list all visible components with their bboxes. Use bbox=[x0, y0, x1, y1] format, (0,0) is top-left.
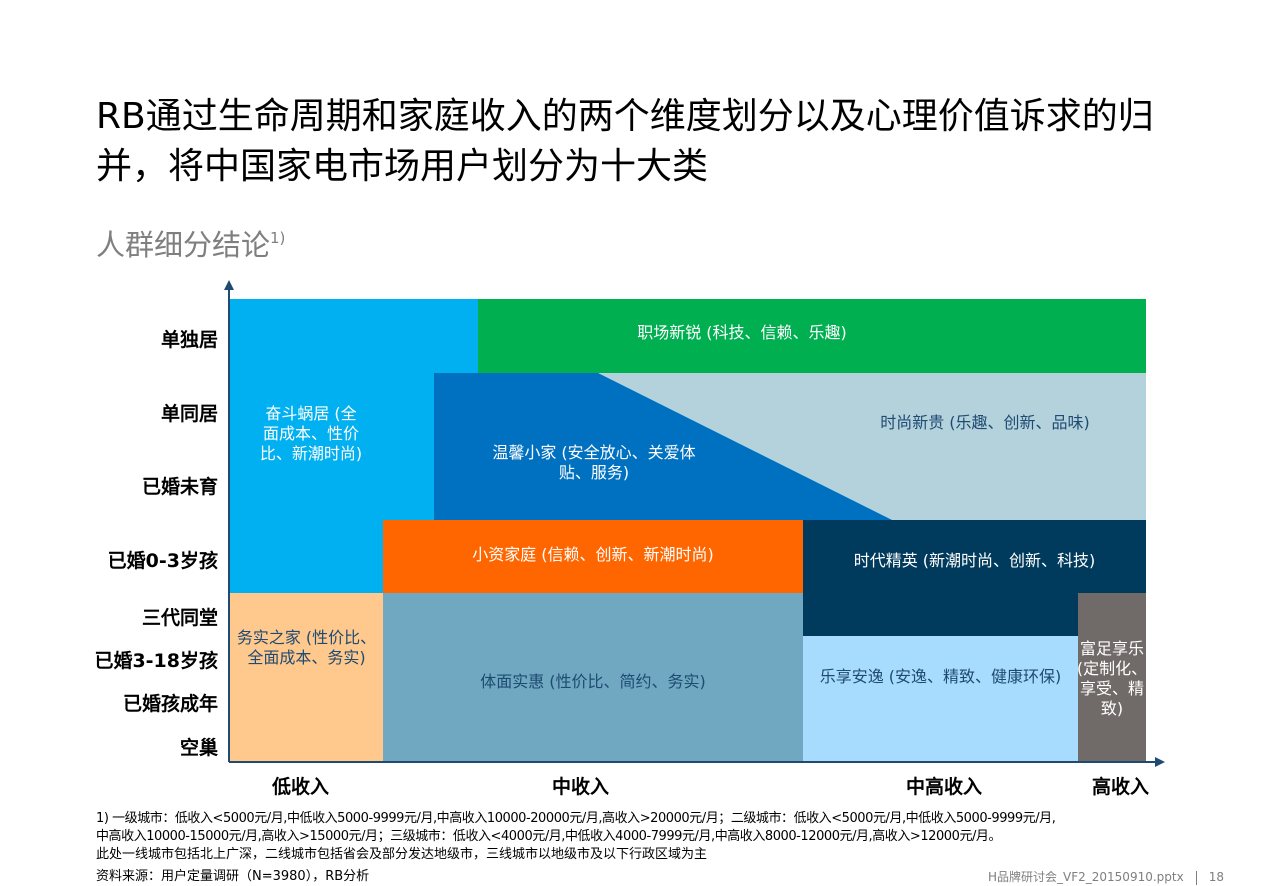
label-wushi-line: 务实之家 (性价比、 bbox=[236, 628, 377, 647]
y-label-0-3: 已婚0-3岁孩 bbox=[107, 550, 218, 572]
page-subtitle: 人群细分结论1) bbox=[96, 222, 285, 264]
page-info: H品牌研讨会_VF2_20150910.pptx 18 bbox=[988, 868, 1224, 885]
page-number: 18 bbox=[1208, 870, 1224, 884]
footnote-line: 中高收入10000-15000元/月,高收入>15000元/月；三级城市：低收入… bbox=[96, 829, 1002, 844]
y-label-weiyu: 已婚未育 bbox=[141, 476, 218, 498]
segment-fuzu bbox=[1078, 593, 1146, 762]
label-fuzu-line: 享受、精 bbox=[1079, 679, 1144, 698]
page-title: RB通过生命周期和家庭收入的两个维度划分以及心理价值诉求的归并，将中国家电市场用… bbox=[96, 96, 1154, 187]
label-zhichang: 职场新锐 (科技、信赖、乐趣) bbox=[637, 323, 847, 342]
y-label-sandai: 三代同堂 bbox=[141, 607, 218, 629]
subtitle-text: 人群细分结论 bbox=[96, 228, 271, 262]
y-label-chengnian: 已婚孩成年 bbox=[122, 693, 218, 715]
label-wenxin-line: 温馨小家 (安全放心、关爱体 bbox=[492, 443, 696, 462]
segment-lexiang bbox=[803, 636, 1078, 762]
label-wushi: 务实之家 (性价比、 全面成本、务实) bbox=[230, 628, 383, 668]
y-label-3-18: 已婚3-18岁孩 bbox=[94, 650, 218, 672]
subtitle-footnote-marker: 1) bbox=[270, 229, 286, 247]
x-axis-arrow bbox=[1155, 757, 1165, 767]
label-shidai: 时代精英 (新潮时尚、创新、科技) bbox=[853, 551, 1096, 570]
label-fuzu: 富足享乐 (定制化、 享受、精 致) bbox=[1073, 639, 1151, 719]
label-fendou-line: 比、新潮时尚) bbox=[259, 444, 363, 463]
label-fuzu-line: (定制化、 bbox=[1076, 659, 1148, 678]
x-label-midhigh: 中高收入 bbox=[906, 776, 983, 798]
file-name: H品牌研讨会_VF2_20150910.pptx bbox=[988, 870, 1184, 884]
label-lexiang: 乐享安逸 (安逸、精致、健康环保) bbox=[819, 667, 1062, 686]
x-label-high: 高收入 bbox=[1092, 776, 1150, 798]
label-timian: 体面实惠 (性价比、简约、务实) bbox=[480, 672, 706, 691]
x-label-low: 低收入 bbox=[272, 776, 330, 798]
segment-zhichang bbox=[478, 299, 1146, 373]
label-fendou: 奋斗蜗居 (全 面成本、性价 比、新潮时尚) bbox=[240, 404, 382, 464]
label-shishang: 时尚新贵 (乐趣、创新、品味) bbox=[880, 413, 1090, 432]
label-fuzu-line: 致) bbox=[1100, 699, 1124, 718]
segment-wushi bbox=[230, 593, 383, 762]
label-fuzu-line: 富足享乐 bbox=[1079, 639, 1144, 658]
segment-wenxin bbox=[434, 373, 892, 520]
y-label-kongchao: 空巢 bbox=[179, 737, 218, 759]
y-label-dandu: 单独居 bbox=[160, 329, 218, 351]
footnote-line: 1) 一级城市：低收入<5000元/月,中低收入5000-9999元/月,中高收… bbox=[96, 811, 1056, 826]
label-fendou-line: 奋斗蜗居 (全 bbox=[265, 404, 357, 423]
label-wushi-line: 全面成本、务实) bbox=[247, 648, 366, 667]
segment-xiaozi bbox=[383, 520, 803, 593]
y-axis-arrow bbox=[224, 280, 234, 290]
label-xiaozi: 小资家庭 (信赖、创新、新潮时尚) bbox=[472, 545, 714, 564]
label-wenxin-line: 贴、服务) bbox=[558, 463, 630, 482]
x-label-mid: 中收入 bbox=[552, 776, 610, 798]
y-label-tongju: 单同居 bbox=[160, 403, 218, 425]
segment-timian bbox=[383, 593, 803, 762]
label-wenxin: 温馨小家 (安全放心、关爱体 贴、服务) bbox=[460, 443, 728, 483]
page-info-divider bbox=[1195, 870, 1197, 885]
source-note: 资料来源：用户定量调研（N=3980），RB分析 bbox=[96, 869, 370, 884]
footnote-line: 此处一线城市包括北上广深，二线城市包括省会及部分发达地级市，三线城市以地级市及以… bbox=[96, 847, 708, 862]
label-fendou-line: 面成本、性价 bbox=[262, 424, 359, 443]
